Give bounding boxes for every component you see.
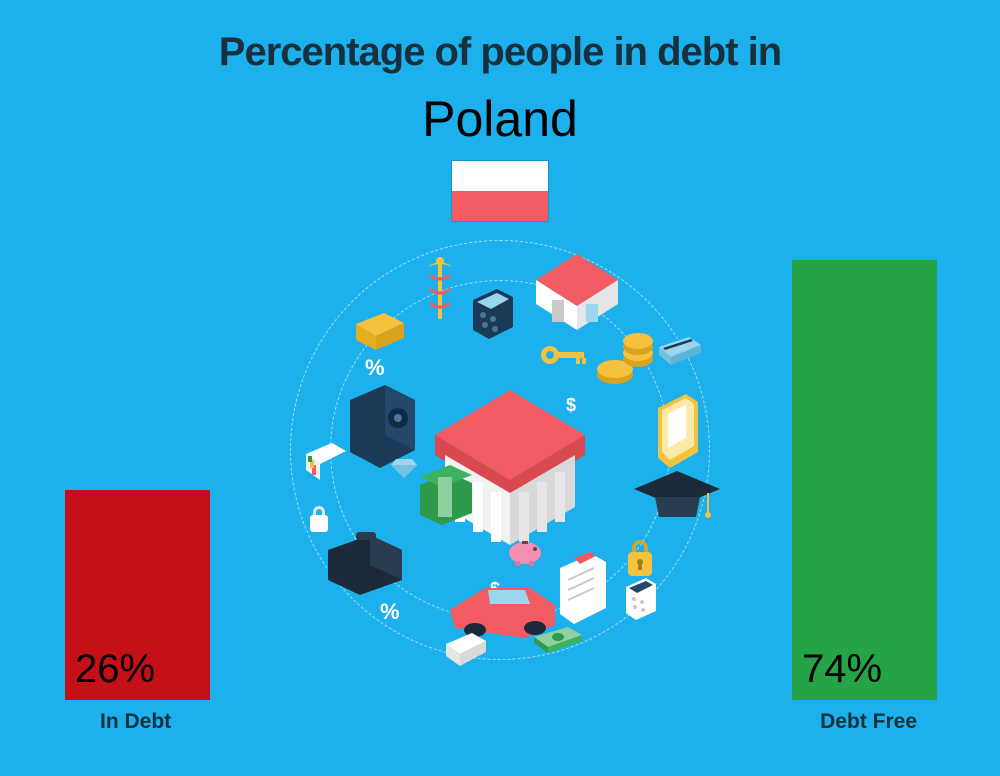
money-bill-icon bbox=[530, 625, 585, 657]
percent-badge-icon: % bbox=[380, 599, 400, 625]
bar-in-debt: 26% bbox=[65, 490, 210, 700]
bar-debt-free: 74% bbox=[792, 260, 937, 700]
bar-debt-free-label: Debt Free bbox=[820, 710, 917, 734]
center-illustration: % % $ $ bbox=[280, 230, 720, 670]
graduation-cap-icon bbox=[630, 465, 725, 525]
credit-card-icon bbox=[655, 335, 705, 370]
flag-stripe-bottom bbox=[452, 191, 548, 221]
bar-in-debt-label: In Debt bbox=[100, 710, 171, 734]
percent-badge-icon: % bbox=[365, 355, 385, 381]
diamond-icon bbox=[390, 455, 418, 479]
envelope-icon bbox=[350, 310, 410, 355]
flag-poland bbox=[451, 160, 549, 222]
coins-icon bbox=[590, 325, 660, 395]
piggy-bank-icon bbox=[505, 535, 545, 567]
title-line-2: Poland bbox=[0, 90, 1000, 148]
flag-stripe-top bbox=[452, 161, 548, 191]
caduceus-icon bbox=[420, 255, 460, 325]
key-icon bbox=[538, 340, 588, 370]
document-icon bbox=[440, 630, 490, 670]
padlock-small-icon bbox=[305, 500, 333, 535]
calculator-icon bbox=[465, 285, 520, 340]
bar-in-debt-value: 26% bbox=[75, 647, 155, 692]
bar-debt-free-value: 74% bbox=[802, 647, 882, 692]
clipboard-icon bbox=[550, 550, 615, 625]
phone-icon bbox=[650, 390, 705, 470]
title-line-1: Percentage of people in debt in bbox=[0, 30, 1000, 75]
bar-chart-icon bbox=[300, 440, 350, 485]
padlock-icon bbox=[620, 530, 660, 580]
briefcase-icon bbox=[320, 530, 410, 595]
calculator-small-icon bbox=[620, 575, 660, 620]
cash-stack-icon bbox=[410, 455, 480, 525]
house-icon bbox=[530, 250, 625, 335]
